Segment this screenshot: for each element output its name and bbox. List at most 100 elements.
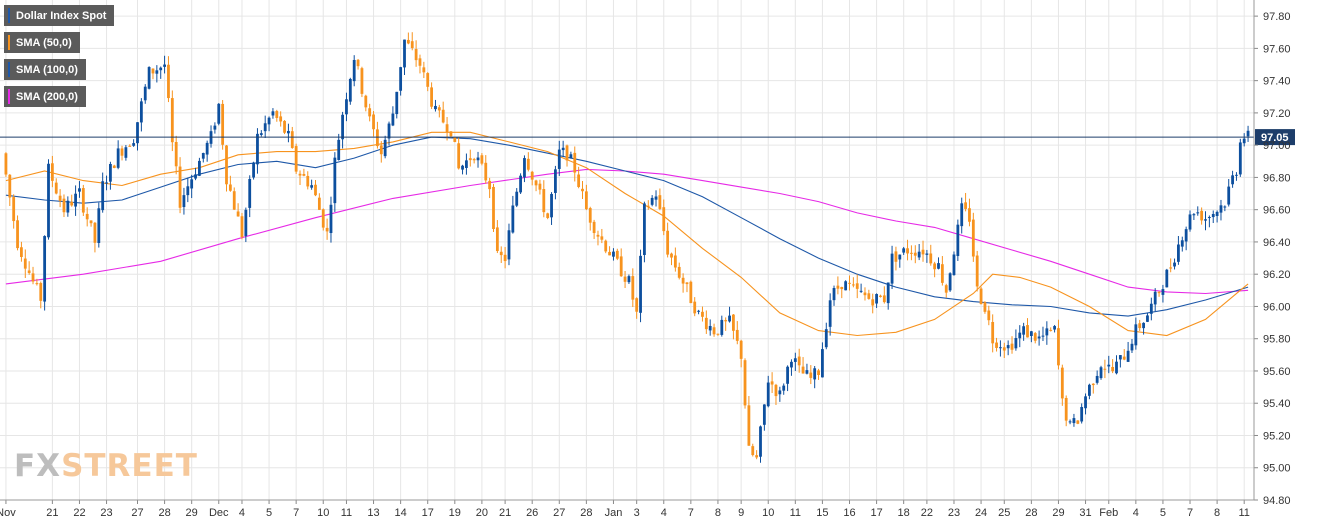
candle-body <box>1149 303 1153 314</box>
candle-body <box>337 139 341 160</box>
candle-body <box>1207 217 1211 219</box>
candle-body <box>275 111 279 118</box>
candle-body <box>882 295 886 303</box>
candle-body <box>774 384 778 397</box>
candle-body <box>716 333 720 335</box>
candle-body <box>608 251 611 256</box>
candle-body <box>821 349 824 378</box>
x-tick-label: 19 <box>449 507 461 519</box>
candle-body <box>395 91 399 115</box>
candle-body <box>1103 368 1107 370</box>
candle-body <box>569 154 573 159</box>
candle-body <box>128 145 132 147</box>
candle-body <box>403 39 406 68</box>
candle-body <box>1091 383 1095 386</box>
candle-body <box>240 216 244 238</box>
x-tick-label: 27 <box>553 507 565 519</box>
x-tick-label: 18 <box>898 507 910 519</box>
candle-body <box>228 184 232 191</box>
candle-body <box>844 281 848 291</box>
sma-100-line <box>5 136 1249 317</box>
candle-body <box>735 329 739 341</box>
candle-body <box>693 301 697 314</box>
candle-body <box>1173 262 1176 267</box>
y-tick-label: 97.00 <box>1263 140 1291 152</box>
candle-body <box>685 282 689 285</box>
candle-body <box>81 188 85 213</box>
candle-body <box>1006 345 1010 349</box>
candle-body <box>550 193 553 218</box>
x-tick-label: 7 <box>688 507 694 519</box>
candle-body <box>1045 328 1049 336</box>
candle-body <box>352 59 356 82</box>
candle-body <box>1072 418 1076 424</box>
candle-body <box>147 67 151 89</box>
candle-body <box>16 220 19 249</box>
candle-body <box>952 254 956 276</box>
candle-body <box>832 288 836 301</box>
x-tick-label: 24 <box>975 507 987 519</box>
candle-body <box>503 254 507 262</box>
candle-body <box>298 173 302 176</box>
candle-body <box>182 195 186 208</box>
candle-body <box>1142 322 1145 329</box>
candle-body <box>1177 244 1180 262</box>
candle-body <box>1018 332 1022 339</box>
candle-body <box>488 180 492 190</box>
candle-body <box>720 319 724 335</box>
candle-body <box>333 157 337 204</box>
candle-body <box>681 277 685 284</box>
candle-body <box>604 240 608 252</box>
candle-body <box>983 302 987 312</box>
candle-body <box>263 123 267 132</box>
candle-body <box>492 186 495 230</box>
candle-body <box>1180 240 1184 247</box>
candle-body <box>596 234 600 237</box>
candle-body <box>542 189 546 213</box>
candle-body <box>256 133 259 165</box>
x-tick-label: 11 <box>341 507 352 519</box>
candle-body <box>50 163 54 181</box>
candle-body <box>1188 214 1192 230</box>
candle-body <box>1161 289 1165 295</box>
candle-body <box>422 67 426 73</box>
candle-body <box>1014 338 1018 349</box>
candle-body <box>252 162 255 178</box>
candle-body <box>472 159 476 161</box>
candle-body <box>840 287 844 290</box>
candle-body <box>85 213 89 220</box>
candle-body <box>588 208 592 223</box>
candle-body <box>646 205 650 207</box>
candle-body <box>35 283 39 285</box>
y-tick-label: 96.80 <box>1263 172 1291 184</box>
x-tick-label: 17 <box>870 507 882 519</box>
legend-swatch <box>8 62 10 77</box>
candle-body <box>418 58 422 66</box>
candle-body <box>329 204 333 234</box>
candle-body <box>987 310 991 321</box>
candle-body <box>1118 355 1122 360</box>
sma-100-layer <box>5 136 1249 317</box>
x-tick-label: Nov <box>0 507 16 519</box>
candle-body <box>20 247 23 257</box>
candle-body <box>793 358 797 362</box>
x-tick-label: 28 <box>580 507 592 519</box>
candle-body <box>855 283 859 289</box>
candle-body <box>1215 211 1219 216</box>
candle-body <box>658 195 662 209</box>
candle-body <box>39 283 43 301</box>
candle-body <box>805 370 809 374</box>
candle-body <box>136 122 139 144</box>
candle-body <box>697 310 700 312</box>
candle-body <box>778 390 782 395</box>
y-tick-label: 95.40 <box>1263 398 1291 410</box>
x-tick-label: 8 <box>1214 507 1220 519</box>
candle-body <box>1053 326 1056 330</box>
x-tick-label: 16 <box>843 507 855 519</box>
candle-body <box>999 347 1002 349</box>
candle-body <box>259 133 263 135</box>
candle-body <box>495 227 499 252</box>
x-tick-label: 22 <box>921 507 933 519</box>
candle-body <box>979 288 983 305</box>
